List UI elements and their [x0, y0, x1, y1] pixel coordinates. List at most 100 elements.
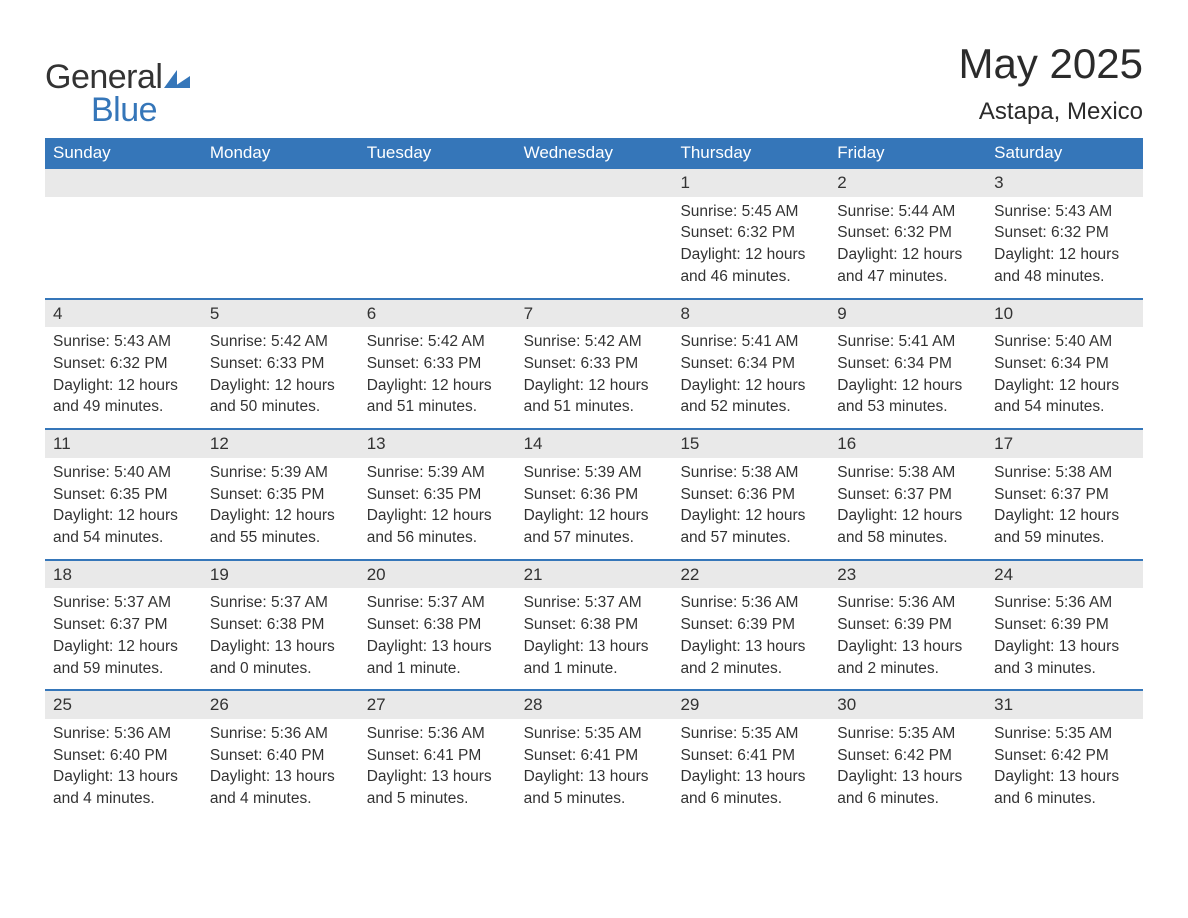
- sunrise-text: Sunrise: 5:41 AM: [837, 331, 978, 353]
- calendar-day: .: [516, 169, 673, 298]
- dow-friday: Friday: [829, 138, 986, 169]
- daylight-text: Daylight: 12 hours and 53 minutes.: [837, 375, 978, 418]
- daylight-text: Daylight: 13 hours and 0 minutes.: [210, 636, 351, 679]
- sunset-text: Sunset: 6:40 PM: [53, 745, 194, 767]
- calendar-week: 18Sunrise: 5:37 AMSunset: 6:37 PMDayligh…: [45, 559, 1143, 690]
- calendar-day: 2Sunrise: 5:44 AMSunset: 6:32 PMDaylight…: [829, 169, 986, 298]
- calendar-day: 7Sunrise: 5:42 AMSunset: 6:33 PMDaylight…: [516, 300, 673, 429]
- dow-thursday: Thursday: [672, 138, 829, 169]
- daylight-text: Daylight: 13 hours and 6 minutes.: [994, 766, 1135, 809]
- calendar-week: 25Sunrise: 5:36 AMSunset: 6:40 PMDayligh…: [45, 689, 1143, 820]
- daylight-text: Daylight: 13 hours and 4 minutes.: [210, 766, 351, 809]
- calendar-day: 11Sunrise: 5:40 AMSunset: 6:35 PMDayligh…: [45, 430, 202, 559]
- sunrise-text: Sunrise: 5:38 AM: [680, 462, 821, 484]
- daylight-text: Daylight: 13 hours and 1 minute.: [524, 636, 665, 679]
- sunset-text: Sunset: 6:33 PM: [524, 353, 665, 375]
- sunrise-text: Sunrise: 5:37 AM: [367, 592, 508, 614]
- sunrise-text: Sunrise: 5:36 AM: [994, 592, 1135, 614]
- calendar-day: 19Sunrise: 5:37 AMSunset: 6:38 PMDayligh…: [202, 561, 359, 690]
- sunrise-text: Sunrise: 5:36 AM: [837, 592, 978, 614]
- day-number: .: [45, 169, 202, 197]
- day-number: 12: [202, 430, 359, 458]
- day-number: 20: [359, 561, 516, 589]
- calendar-day: 30Sunrise: 5:35 AMSunset: 6:42 PMDayligh…: [829, 691, 986, 820]
- sunset-text: Sunset: 6:33 PM: [367, 353, 508, 375]
- daylight-text: Daylight: 13 hours and 5 minutes.: [524, 766, 665, 809]
- day-number: 24: [986, 561, 1143, 589]
- daylight-text: Daylight: 13 hours and 6 minutes.: [837, 766, 978, 809]
- daylight-text: Daylight: 12 hours and 51 minutes.: [524, 375, 665, 418]
- daylight-text: Daylight: 12 hours and 48 minutes.: [994, 244, 1135, 287]
- sunrise-text: Sunrise: 5:43 AM: [994, 201, 1135, 223]
- calendar-day: .: [202, 169, 359, 298]
- sunset-text: Sunset: 6:35 PM: [53, 484, 194, 506]
- day-number: 30: [829, 691, 986, 719]
- sunset-text: Sunset: 6:42 PM: [837, 745, 978, 767]
- calendar-day: 20 Sunrise: 5:37 AMSunset: 6:38 PMDayligh…: [359, 561, 516, 690]
- day-number: .: [359, 169, 516, 197]
- daylight-text: Daylight: 13 hours and 5 minutes.: [367, 766, 508, 809]
- sunset-text: Sunset: 6:38 PM: [524, 614, 665, 636]
- daylight-text: Daylight: 12 hours and 47 minutes.: [837, 244, 978, 287]
- day-number: 21: [516, 561, 673, 589]
- calendar-day: 15Sunrise: 5:38 AMSunset: 6:36 PMDayligh…: [672, 430, 829, 559]
- daylight-text: Daylight: 12 hours and 59 minutes.: [994, 505, 1135, 548]
- calendar-day: 31Sunrise: 5:35 AMSunset: 6:42 PMDayligh…: [986, 691, 1143, 820]
- calendar-day: 29Sunrise: 5:35 AMSunset: 6:41 PMDayligh…: [672, 691, 829, 820]
- daylight-text: Daylight: 12 hours and 57 minutes.: [680, 505, 821, 548]
- calendar-week: ....1Sunrise: 5:45 AMSunset: 6:32 PMDayl…: [45, 169, 1143, 298]
- sunset-text: Sunset: 6:40 PM: [210, 745, 351, 767]
- sunset-text: Sunset: 6:42 PM: [994, 745, 1135, 767]
- sunset-text: Sunset: 6:34 PM: [680, 353, 821, 375]
- calendar-day: 25Sunrise: 5:36 AMSunset: 6:40 PMDayligh…: [45, 691, 202, 820]
- month-title: May 2025: [959, 40, 1143, 88]
- daylight-text: Daylight: 12 hours and 57 minutes.: [524, 505, 665, 548]
- daylight-text: Daylight: 13 hours and 6 minutes.: [680, 766, 821, 809]
- sunset-text: Sunset: 6:32 PM: [53, 353, 194, 375]
- calendar-week: 11Sunrise: 5:40 AMSunset: 6:35 PMDayligh…: [45, 428, 1143, 559]
- day-number: .: [516, 169, 673, 197]
- sunrise-text: Sunrise: 5:42 AM: [210, 331, 351, 353]
- calendar-week: 4Sunrise: 5:43 AMSunset: 6:32 PMDaylight…: [45, 298, 1143, 429]
- sunrise-text: Sunrise: 5:36 AM: [680, 592, 821, 614]
- calendar-day: 21Sunrise: 5:37 AMSunset: 6:38 PMDayligh…: [516, 561, 673, 690]
- sunset-text: Sunset: 6:38 PM: [367, 614, 508, 636]
- sunrise-text: Sunrise: 5:42 AM: [524, 331, 665, 353]
- calendar-day: 13Sunrise: 5:39 AMSunset: 6:35 PMDayligh…: [359, 430, 516, 559]
- daylight-text: Daylight: 12 hours and 54 minutes.: [53, 505, 194, 548]
- day-number: 2: [829, 169, 986, 197]
- sunrise-text: Sunrise: 5:39 AM: [524, 462, 665, 484]
- day-number: 10: [986, 300, 1143, 328]
- daylight-text: Daylight: 13 hours and 2 minutes.: [680, 636, 821, 679]
- day-of-week-header: Sunday Monday Tuesday Wednesday Thursday…: [45, 138, 1143, 169]
- day-number: 3: [986, 169, 1143, 197]
- calendar-day: 9Sunrise: 5:41 AMSunset: 6:34 PMDaylight…: [829, 300, 986, 429]
- sunset-text: Sunset: 6:39 PM: [680, 614, 821, 636]
- daylight-text: Daylight: 12 hours and 51 minutes.: [367, 375, 508, 418]
- sunset-text: Sunset: 6:33 PM: [210, 353, 351, 375]
- sunrise-text: Sunrise: 5:39 AM: [367, 462, 508, 484]
- daylight-text: Daylight: 12 hours and 58 minutes.: [837, 505, 978, 548]
- sunset-text: Sunset: 6:32 PM: [680, 222, 821, 244]
- day-number: 25: [45, 691, 202, 719]
- calendar-day: 18Sunrise: 5:37 AMSunset: 6:37 PMDayligh…: [45, 561, 202, 690]
- sunset-text: Sunset: 6:32 PM: [994, 222, 1135, 244]
- calendar-day: 22 Sunrise: 5:36 AMSunset: 6:39 PMDayligh…: [672, 561, 829, 690]
- sunrise-text: Sunrise: 5:41 AM: [680, 331, 821, 353]
- calendar-day: 1Sunrise: 5:45 AMSunset: 6:32 PMDaylight…: [672, 169, 829, 298]
- calendar-day: 23Sunrise: 5:36 AMSunset: 6:39 PMDayligh…: [829, 561, 986, 690]
- day-number: 1: [672, 169, 829, 197]
- day-number: 18: [45, 561, 202, 589]
- sunset-text: Sunset: 6:37 PM: [994, 484, 1135, 506]
- day-number: 27: [359, 691, 516, 719]
- day-number: 22: [672, 561, 829, 589]
- day-number: 26: [202, 691, 359, 719]
- daylight-text: Daylight: 13 hours and 1 minute.: [367, 636, 508, 679]
- logo-text-block: General Blue: [45, 58, 190, 130]
- calendar-day: 5Sunrise: 5:42 AMSunset: 6:33 PMDaylight…: [202, 300, 359, 429]
- sunrise-text: Sunrise: 5:36 AM: [367, 723, 508, 745]
- sunrise-text: Sunrise: 5:39 AM: [210, 462, 351, 484]
- daylight-text: Daylight: 12 hours and 55 minutes.: [210, 505, 351, 548]
- daylight-text: Daylight: 13 hours and 3 minutes.: [994, 636, 1135, 679]
- sunset-text: Sunset: 6:35 PM: [367, 484, 508, 506]
